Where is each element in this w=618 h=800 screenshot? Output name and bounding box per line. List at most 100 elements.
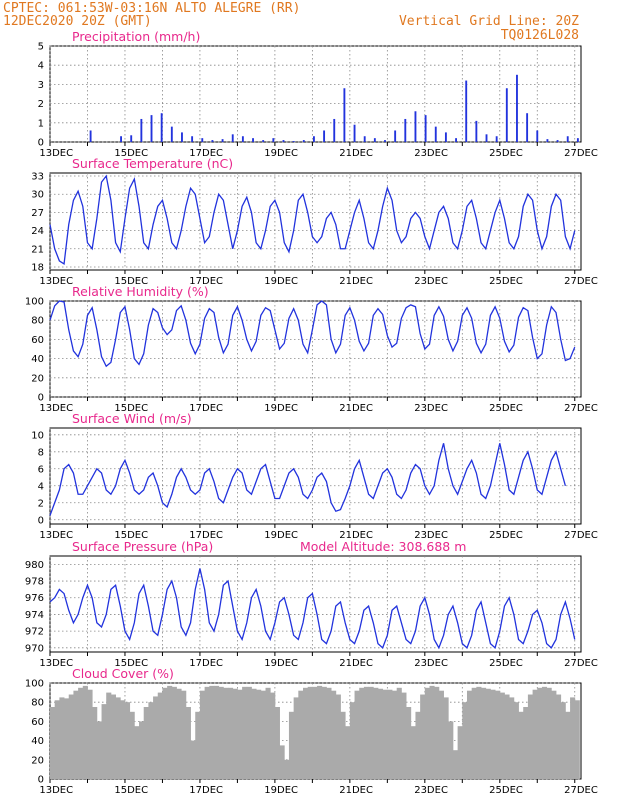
cloud-column <box>242 686 248 779</box>
x-date-label: 25DEC <box>489 148 523 159</box>
cloud-column <box>246 686 252 779</box>
cloud-column <box>120 700 126 779</box>
precip-bar <box>526 113 529 142</box>
x-date-label: 15DEC <box>114 276 148 287</box>
x-date-label: 13DEC <box>39 403 73 414</box>
precip-bar <box>363 136 366 142</box>
cloud-column <box>157 692 163 779</box>
y-tick-label: 6 <box>38 464 44 475</box>
cloud-column <box>78 687 84 779</box>
cloud-column <box>124 702 131 779</box>
precip-bar <box>241 136 244 142</box>
precip-bar <box>384 140 386 142</box>
cloud-column <box>87 689 93 779</box>
panel-title: Relative Humidity (%) <box>72 284 209 299</box>
header-run: 12DEC2020 20Z (GMT) <box>3 14 152 29</box>
cloud-column <box>457 726 463 779</box>
precip-bar <box>414 111 417 142</box>
precip-bar <box>150 115 153 142</box>
x-date-label: 13DEC <box>39 148 73 159</box>
x-date-label: 27DEC <box>564 785 598 796</box>
x-date-label: 17DEC <box>189 658 223 669</box>
cloud-column <box>401 692 407 779</box>
panel-title: Surface Temperature (nC) <box>72 156 233 171</box>
cloud-column <box>359 687 365 779</box>
x-date-label: 23DEC <box>414 276 448 287</box>
precip-bar <box>262 140 265 142</box>
cloud-column <box>134 726 140 779</box>
y-tick-label: 0 <box>38 515 44 526</box>
precip-bar <box>343 88 346 142</box>
precip-bar <box>495 136 498 142</box>
cloud-column <box>148 702 154 779</box>
precip-bar <box>170 126 173 142</box>
cloud-column <box>532 689 538 779</box>
cloud-column <box>387 689 393 779</box>
precip-bar <box>455 138 457 142</box>
precip-bar <box>252 138 254 142</box>
precip-bar <box>505 88 508 142</box>
cloud-column <box>382 689 388 779</box>
cloud-column <box>317 685 323 779</box>
precip-bar <box>536 130 539 142</box>
cloud-column <box>420 694 426 779</box>
y-tick-label: 976 <box>25 593 44 604</box>
y-tick-label: 4 <box>38 61 44 72</box>
precip-bar <box>424 115 427 142</box>
temp-series-line <box>49 174 576 266</box>
x-date-label: 27DEC <box>564 530 598 541</box>
cloud-column <box>64 698 70 779</box>
y-tick-label: 0 <box>38 393 44 404</box>
y-tick-label: 4 <box>38 481 44 492</box>
x-date-label: 21DEC <box>339 276 373 287</box>
x-date-label: 19DEC <box>264 785 298 796</box>
panel-title: Surface Wind (m/s) <box>72 411 192 426</box>
x-date-label: 23DEC <box>414 530 448 541</box>
precip-bar <box>191 136 194 142</box>
cloud-column <box>363 686 369 779</box>
cloud-column <box>537 687 543 779</box>
x-date-label: 19DEC <box>264 658 298 669</box>
cloud-column <box>176 688 182 779</box>
pressure-series-line <box>49 568 576 650</box>
cloud-column <box>565 711 571 779</box>
panel-pressure: 970 972 974 976 978 980 13DEC 15DEC 17DEC 19DEC 21… <box>25 539 598 669</box>
precip-bar <box>130 135 133 142</box>
x-date-label: 23DEC <box>414 148 448 159</box>
y-tick-label: 10 <box>31 430 44 441</box>
y-tick-label: 1 <box>38 118 44 129</box>
cloud-column <box>415 711 421 779</box>
precip-bar <box>394 130 397 142</box>
precip-bar <box>516 74 518 142</box>
cloud-column <box>204 686 210 779</box>
x-date-label: 21DEC <box>339 403 373 414</box>
y-tick-label: 21 <box>31 244 44 255</box>
y-tick-label: 974 <box>25 610 44 621</box>
precip-bar <box>373 138 376 142</box>
y-tick-label: 0 <box>38 138 44 149</box>
x-date-label: 17DEC <box>189 148 223 159</box>
cloud-column <box>546 687 552 779</box>
precip-bar <box>140 118 143 142</box>
panel-title: Cloud Cover (%) <box>72 666 174 681</box>
panel-temp: 18 21 24 27 30 33 13DEC 15DEC 17DEC 19DEC 21DEC 23D… <box>31 156 598 287</box>
cloud-column <box>523 707 529 779</box>
cloud-column <box>199 690 206 779</box>
x-date-label: 15DEC <box>114 530 148 541</box>
cloud-column <box>392 690 398 779</box>
cloud-column <box>495 690 501 779</box>
y-tick-label: 27 <box>31 208 44 219</box>
cloud-column <box>237 689 243 779</box>
cloud-column <box>513 702 519 779</box>
cloud-column <box>406 707 412 779</box>
cloud-column <box>448 721 454 779</box>
cloud-column <box>462 702 468 779</box>
cloud-column <box>279 745 285 779</box>
precip-bar <box>313 136 315 142</box>
x-date-label: 17DEC <box>189 530 223 541</box>
cloud-column <box>171 686 177 779</box>
cloud-column <box>452 750 459 779</box>
cloud-column <box>438 690 444 779</box>
cloud-column <box>260 690 266 779</box>
